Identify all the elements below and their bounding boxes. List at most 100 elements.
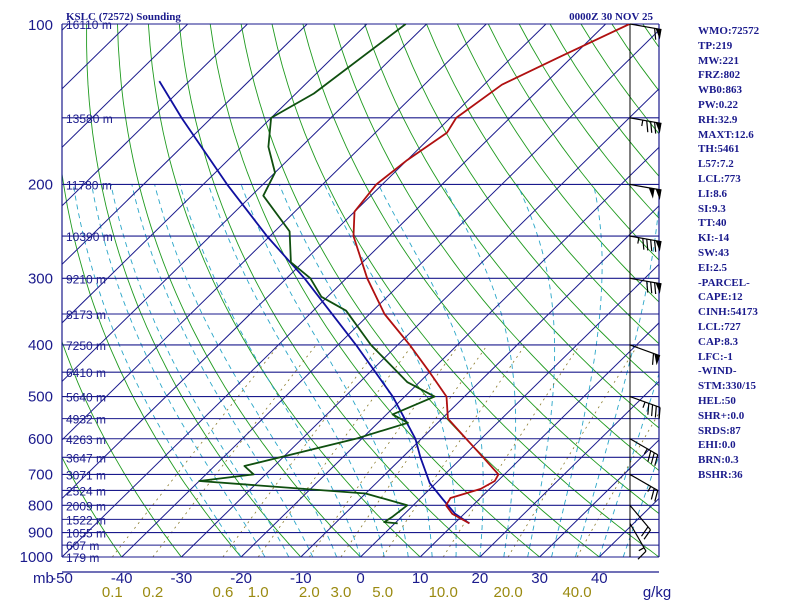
mixing-ratio-label: 10.0 [429,584,458,600]
height-label: 9210 m [66,272,106,286]
wind-barb [629,183,662,200]
thermo-grid [0,24,659,558]
pressure-label: 1000 [20,549,53,566]
pressure-label: 700 [28,466,53,483]
temperature-tick-label: 40 [591,570,608,587]
height-label: 607 m [66,539,99,553]
wind-barb [629,235,662,252]
mixing-ratio-line [507,344,639,558]
wind-barb [629,117,662,134]
moist-adiabat [154,184,338,558]
pressure-label: 400 [28,337,53,354]
index-value: LI:8.6 [698,187,728,200]
index-value: -PARCEL- [698,276,750,289]
index-value: L57:7.2 [698,158,734,171]
height-label: 3071 m [66,468,106,482]
isotherm [62,24,607,558]
isotherm [121,29,659,558]
wind-barb [629,344,661,366]
index-value: WB0:863 [698,84,742,97]
mixing-ratio-line [111,344,280,558]
moist-adiabat [240,184,409,558]
temperature-trace [352,24,630,525]
isotherm [0,24,9,557]
isotherm [62,24,189,148]
moist-adiabat [574,197,659,558]
isotherm [419,322,659,558]
index-value: CINH:54173 [698,306,758,319]
mixing-ratio-label: 0.6 [212,584,233,600]
index-value: TP:219 [698,39,733,52]
index-value: SI:9.3 [698,202,726,215]
height-label: 6410 m [66,366,106,380]
index-value: -WIND- [698,365,737,378]
index-value: SW:43 [698,246,730,259]
dry-adiabat [147,24,421,558]
wind-barb [629,277,662,295]
wind-barbs [629,23,662,560]
valid-time: 0000Z 30 NOV 25 [569,11,653,23]
dry-adiabat [86,24,302,558]
index-value: KI:-14 [698,232,730,245]
height-label: 16110 m [66,18,112,32]
index-value: TH:5461 [698,143,740,156]
height-label: 13580 m [66,112,113,126]
pressure-unit-label: mb [33,570,54,587]
mixing-ratio-line [340,344,488,558]
isotherm [62,24,487,441]
index-value: FRZ:802 [698,69,741,82]
height-label: 2524 m [66,484,106,498]
station-title: KSLC (72572) Sounding [66,11,181,23]
parcel-trace [158,80,470,525]
wind-barb [629,523,647,560]
pressure-label: 900 [28,525,53,542]
wind-barb [629,473,659,502]
index-value: SRDS:87 [698,424,741,437]
mixing-ratio-label: 2.0 [299,584,320,600]
pressure-label: 600 [28,431,53,448]
sounding-profiles [158,24,630,525]
index-value: BRN:0.3 [698,454,739,467]
wind-barb [629,504,652,540]
height-label: 1055 m [66,527,106,541]
height-label: 5640 m [66,391,106,405]
index-value: TT:40 [698,217,727,230]
isotherm [479,380,659,558]
wind-barb [629,395,661,419]
mixing-ratio-line [308,344,460,558]
isotherm [360,263,659,558]
mixing-ratio-label: 0.1 [102,584,123,600]
index-value: CAP:8.3 [698,335,739,348]
temperature-tick-label: 20 [472,570,489,587]
index-value: CAPE:12 [698,291,743,304]
mixing-ratio-line [576,412,659,558]
index-value: LCL:773 [698,172,741,185]
isobars [61,23,660,573]
dewpoint-trace [198,24,436,525]
index-value: MAXT:12.6 [698,128,754,141]
pressure-label: 300 [28,270,53,287]
temperature-tick-label: -10 [290,570,312,587]
isotherm [62,24,427,383]
moist-adiabat [179,184,361,558]
index-value: EHI:0.0 [698,439,736,452]
height-label: 2009 m [66,499,106,513]
height-label: 11780 m [66,178,112,192]
index-value: WMO:72572 [698,25,760,37]
temperature-tick-label: -50 [51,570,73,587]
height-label: 1522 m [66,513,106,527]
mixing-ratio-label: 5.0 [372,584,393,600]
temperature-tick-label: -40 [111,570,133,587]
index-value: HEL:50 [698,394,736,407]
wind-barb [629,438,659,466]
mixing-ratio-label: 20.0 [493,584,522,600]
pressure-label: 200 [28,176,53,193]
moist-adiabat [516,184,556,558]
temperature-tick-label: -30 [171,570,193,587]
mixing-ratio-label: 0.2 [142,584,163,600]
height-label: 7250 m [66,339,106,353]
index-value: STM:330/15 [698,380,757,393]
isotherm [181,88,659,558]
isotherm [240,146,659,558]
